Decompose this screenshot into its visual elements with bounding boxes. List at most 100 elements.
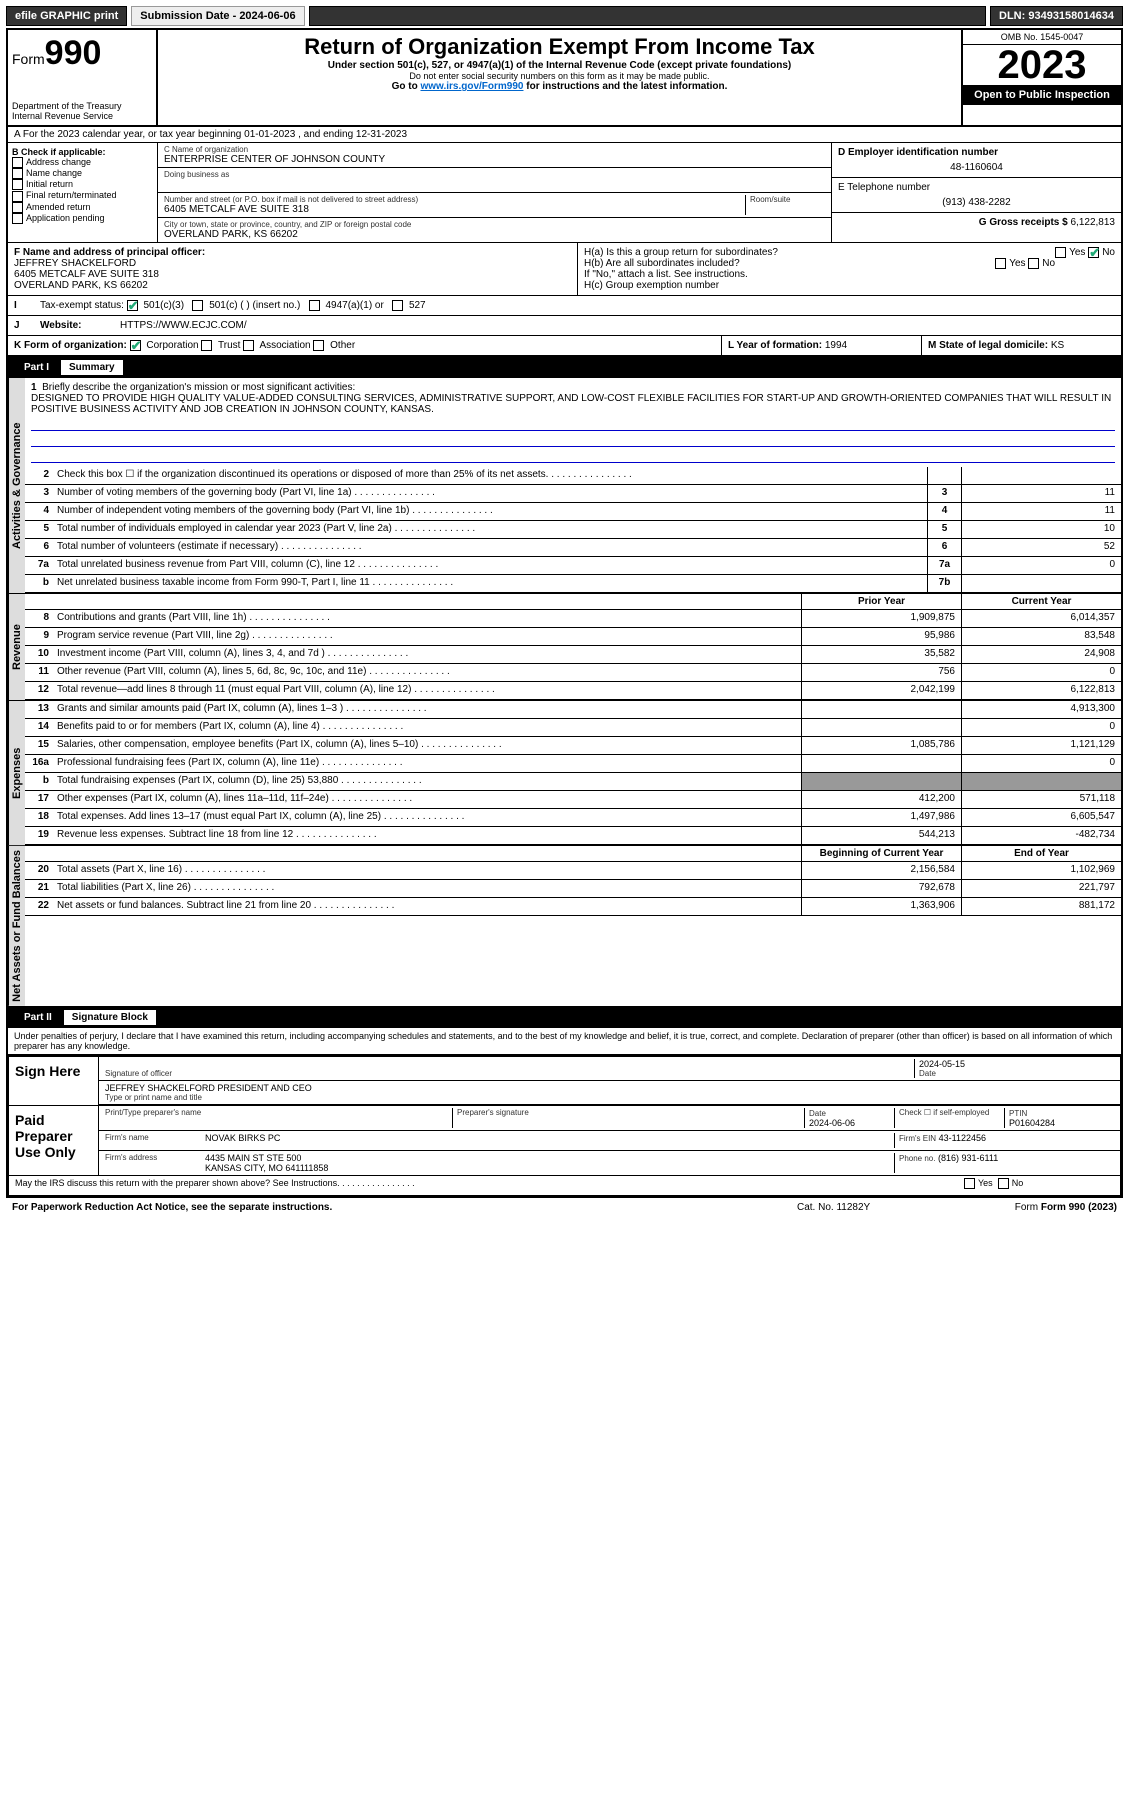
subtitle-2: Do not enter social security numbers on … (166, 71, 953, 81)
website-label: Website: (34, 316, 114, 335)
firm-ein: 43-1122456 (939, 1133, 986, 1143)
officer-addr1: 6405 METCALF AVE SUITE 318 (14, 269, 571, 280)
prep-date-label: Date (809, 1109, 826, 1118)
self-emp-label: Check ☐ if self-employed (894, 1108, 1004, 1128)
officer-addr2: OVERLAND PARK, KS 66202 (14, 280, 571, 291)
chk-address: Address change (12, 157, 153, 168)
prep-sig-label: Preparer's signature (452, 1108, 804, 1128)
vtab-net: Net Assets or Fund Balances (8, 846, 25, 1006)
section-fh: F Name and address of principal officer:… (8, 243, 1121, 296)
line-8: 8Contributions and grants (Part VIII, li… (25, 610, 1121, 628)
line-1-num: 1 (31, 382, 37, 393)
chk-527[interactable] (392, 300, 403, 311)
chk-assoc[interactable] (243, 340, 254, 351)
submission-date: Submission Date - 2024-06-06 (131, 6, 304, 26)
sign-here-label: Sign Here (9, 1057, 99, 1105)
section-bcd: B Check if applicable: Address change Na… (8, 143, 1121, 243)
part2-num: Part II (16, 1012, 60, 1023)
firm-addr-label: Firm's address (105, 1153, 205, 1173)
line-2: 2Check this box ☐ if the organization di… (25, 467, 1121, 485)
gov-section: Activities & Governance 1 Briefly descri… (8, 378, 1121, 594)
form-number: 990 (45, 34, 102, 72)
line-18: 18Total expenses. Add lines 13–17 (must … (25, 809, 1121, 827)
spacer-bar (309, 6, 986, 26)
form-header: Form990 Department of the Treasury Inter… (8, 30, 1121, 127)
discuss-yes[interactable] (964, 1178, 975, 1189)
pra-notice: For Paperwork Reduction Act Notice, see … (12, 1202, 797, 1213)
col-boy: Beginning of Current Year (801, 846, 961, 861)
header-left: Form990 Department of the Treasury Inter… (8, 30, 158, 125)
website-value: HTTPS://WWW.ECJC.COM/ (114, 316, 1121, 335)
sign-here-section: Sign Here Signature of officer 2024-05-1… (8, 1055, 1121, 1106)
domicile-label: M State of legal domicile: (928, 340, 1048, 351)
name-label: C Name of organization (164, 145, 825, 154)
tel-label: E Telephone number (838, 182, 1115, 193)
chk-other[interactable] (313, 340, 324, 351)
sig-date: 2024-05-15 (919, 1059, 1114, 1069)
discuss-row: May the IRS discuss this return with the… (8, 1176, 1121, 1196)
rev-section: Revenue Prior YearCurrent Year 8Contribu… (8, 594, 1121, 701)
topbar: efile GRAPHIC print Submission Date - 20… (6, 6, 1123, 26)
officer-label: F Name and address of principal officer: (14, 247, 571, 258)
chk-trust[interactable] (201, 340, 212, 351)
hb-row: H(b) Are all subordinates included? Yes … (584, 258, 1115, 269)
tax-year: 2023 (963, 45, 1121, 85)
discuss-text: May the IRS discuss this return with the… (15, 1178, 964, 1193)
line-13: 13Grants and similar amounts paid (Part … (25, 701, 1121, 719)
vtab-gov: Activities & Governance (8, 378, 25, 593)
tel-value: (913) 438-2282 (838, 197, 1115, 208)
line-16a: 16aProfessional fundraising fees (Part I… (25, 755, 1121, 773)
ein-value: 48-1160604 (838, 162, 1115, 173)
line-3: 3Number of voting members of the governi… (25, 485, 1121, 503)
chk-4947[interactable] (309, 300, 320, 311)
org-address: 6405 METCALF AVE SUITE 318 (164, 204, 745, 215)
net-section: Net Assets or Fund Balances Beginning of… (8, 846, 1121, 1007)
prep-date: 2024-06-06 (809, 1118, 855, 1128)
chk-501c3[interactable] (127, 300, 138, 311)
line-19: 19Revenue less expenses. Subtract line 1… (25, 827, 1121, 845)
year-formation-label: L Year of formation: (728, 340, 822, 351)
form-org-label: K Form of organization: (14, 340, 127, 351)
mission-label: Briefly describe the organization's miss… (42, 382, 355, 393)
domicile: KS (1051, 340, 1064, 351)
chk-501c[interactable] (192, 300, 203, 311)
form-word: Form (12, 51, 45, 67)
line-5: 5Total number of individuals employed in… (25, 521, 1121, 539)
discuss-no[interactable] (998, 1178, 1009, 1189)
line-b: bTotal fundraising expenses (Part IX, co… (25, 773, 1121, 791)
dept-treasury: Department of the Treasury (12, 101, 152, 111)
part1-num: Part I (16, 362, 57, 373)
firm-phone-label: Phone no. (899, 1154, 935, 1163)
box-b-label: B Check if applicable: (12, 147, 153, 157)
sig-date-label: Date (919, 1069, 1114, 1078)
line-10: 10Investment income (Part VIII, column (… (25, 646, 1121, 664)
box-d: D Employer identification number 48-1160… (831, 143, 1121, 242)
goto-pre: Go to (392, 81, 421, 92)
irs-link[interactable]: www.irs.gov/Form990 (420, 81, 523, 92)
chk-name: Name change (12, 168, 153, 179)
row-i: I Tax-exempt status: 501(c)(3) 501(c) ( … (8, 296, 1121, 316)
box-b: B Check if applicable: Address change Na… (8, 143, 158, 242)
paid-label: Paid Preparer Use Only (9, 1106, 99, 1175)
line-17: 17Other expenses (Part IX, column (A), l… (25, 791, 1121, 809)
chk-amended: Amended return (12, 202, 153, 213)
form-title: Return of Organization Exempt From Incom… (166, 34, 953, 60)
row-k: K Form of organization: Corporation Trus… (8, 336, 1121, 357)
hb-note: If "No," attach a list. See instructions… (584, 269, 1115, 280)
subtitle-1: Under section 501(c), 527, or 4947(a)(1)… (166, 60, 953, 71)
org-name: ENTERPRISE CENTER OF JOHNSON COUNTY (164, 154, 825, 165)
subtitle-3: Go to www.irs.gov/Form990 for instructio… (166, 81, 953, 92)
firm-name-label: Firm's name (105, 1133, 205, 1148)
chk-corp[interactable] (130, 340, 141, 351)
part1-title: Summary (61, 360, 123, 375)
chk-initial: Initial return (12, 179, 153, 190)
part1-header: Part I Summary (8, 357, 1121, 378)
paid-preparer-section: Paid Preparer Use Only Print/Type prepar… (8, 1106, 1121, 1176)
line-6: 6Total number of volunteers (estimate if… (25, 539, 1121, 557)
line-9: 9Program service revenue (Part VIII, lin… (25, 628, 1121, 646)
dba-label: Doing business as (164, 170, 825, 179)
sig-officer-label: Signature of officer (105, 1069, 914, 1078)
header-mid: Return of Organization Exempt From Incom… (158, 30, 961, 125)
goto-post: for instructions and the latest informat… (523, 81, 727, 92)
page-footer: For Paperwork Reduction Act Notice, see … (6, 1198, 1123, 1217)
